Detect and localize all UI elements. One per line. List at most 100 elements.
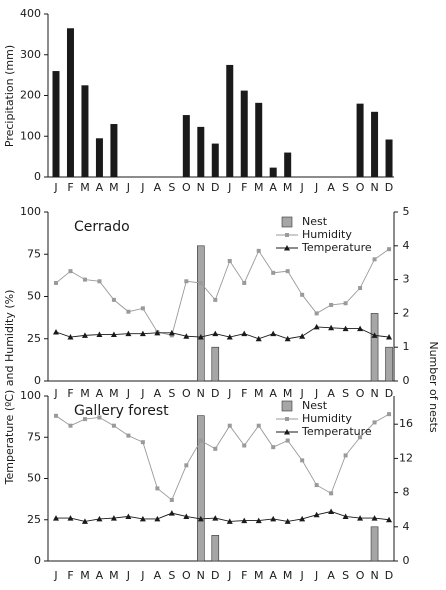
x-tick-label: M	[254, 569, 264, 582]
bar	[52, 71, 60, 177]
x-tick-label: F	[67, 569, 73, 582]
marker	[285, 269, 290, 274]
x-tick-label: J	[314, 181, 318, 194]
y-tick-label: 100	[20, 205, 41, 218]
legend-swatch	[281, 216, 293, 228]
marker	[212, 515, 219, 521]
marker	[54, 280, 58, 285]
marker	[387, 247, 392, 252]
x-tick-label: F	[67, 181, 73, 194]
marker	[125, 513, 132, 519]
marker	[313, 511, 320, 518]
marker	[198, 438, 203, 443]
marker	[358, 286, 363, 291]
bar	[240, 90, 248, 177]
x-tick-label: A	[154, 387, 162, 400]
marker	[241, 330, 248, 337]
marker	[154, 515, 161, 522]
x-tick-label: N	[197, 387, 205, 400]
x-tick-label: N	[370, 181, 378, 194]
x-tick-label: S	[342, 181, 349, 194]
x-tick-label: D	[211, 569, 219, 582]
y-axis-label: Temperature (ºC) and Humidity (%)	[3, 290, 16, 486]
x-tick-label: D	[385, 569, 393, 582]
marker	[140, 440, 145, 445]
marker	[155, 486, 160, 491]
marker	[271, 445, 276, 450]
x-tick-label: A	[327, 569, 335, 582]
marker	[271, 270, 276, 275]
marker	[328, 508, 335, 514]
x-tick-label: A	[96, 181, 104, 194]
legend-swatch	[281, 400, 293, 412]
bar	[284, 152, 292, 177]
marker	[314, 311, 319, 316]
line	[55, 413, 390, 501]
x-tick-label: A	[269, 387, 277, 400]
line	[55, 248, 390, 336]
y2-tick-label: 0	[403, 554, 410, 567]
marker	[53, 328, 59, 335]
x-tick-label: A	[269, 569, 277, 582]
x-tick-label: F	[241, 569, 247, 582]
marker	[242, 280, 247, 285]
marker	[197, 515, 204, 522]
marker	[343, 453, 348, 458]
x-tick-label: A	[327, 387, 335, 400]
bar	[95, 138, 103, 177]
marker	[371, 515, 378, 521]
y-tick-label: 25	[27, 513, 41, 526]
bar	[385, 139, 393, 177]
x-tick-label: S	[168, 387, 175, 400]
x-tick-label: O	[182, 569, 191, 582]
x-tick-label: J	[314, 569, 318, 582]
y-tick-label: 100	[20, 129, 41, 142]
marker	[387, 412, 392, 417]
x-tick-label: A	[269, 181, 277, 194]
bar	[269, 167, 277, 177]
x-tick-label: M	[283, 387, 293, 400]
bar	[211, 143, 219, 177]
marker	[357, 515, 364, 521]
x-tick-label: D	[385, 181, 393, 194]
marker	[284, 335, 291, 342]
nest-bar	[370, 526, 379, 562]
marker	[342, 325, 349, 332]
y2-tick-label: 4	[403, 239, 410, 252]
x-tick-label: A	[327, 181, 335, 194]
y2-tick-label: 5	[403, 205, 410, 218]
marker	[139, 515, 146, 522]
marker	[111, 297, 116, 302]
marker	[198, 280, 203, 285]
y2-axis-label: Number of nests	[427, 341, 440, 433]
marker	[342, 513, 349, 519]
marker	[110, 331, 117, 338]
marker	[82, 417, 87, 422]
marker	[256, 248, 261, 253]
marker	[67, 334, 74, 340]
marker	[386, 516, 393, 523]
marker	[371, 332, 378, 338]
marker	[97, 279, 102, 284]
y-tick-label: 75	[27, 430, 41, 443]
x-tick-label: J	[300, 569, 304, 582]
x-tick-label: M	[283, 569, 293, 582]
x-tick-label: D	[211, 181, 219, 194]
marker	[168, 329, 175, 336]
x-tick-label: S	[342, 569, 349, 582]
x-tick-label: J	[227, 569, 231, 582]
x-tick-label: J	[140, 181, 144, 194]
line	[55, 326, 390, 340]
marker	[299, 333, 306, 339]
marker	[154, 329, 161, 336]
y2-tick-label: 2	[403, 306, 410, 319]
x-tick-label: A	[154, 569, 162, 582]
y-tick-label: 0	[34, 170, 41, 183]
marker	[300, 458, 305, 463]
bar	[255, 102, 263, 177]
marker	[169, 497, 174, 502]
x-tick-label: J	[126, 387, 130, 400]
marker	[82, 277, 87, 282]
x-tick-label: M	[283, 181, 293, 194]
